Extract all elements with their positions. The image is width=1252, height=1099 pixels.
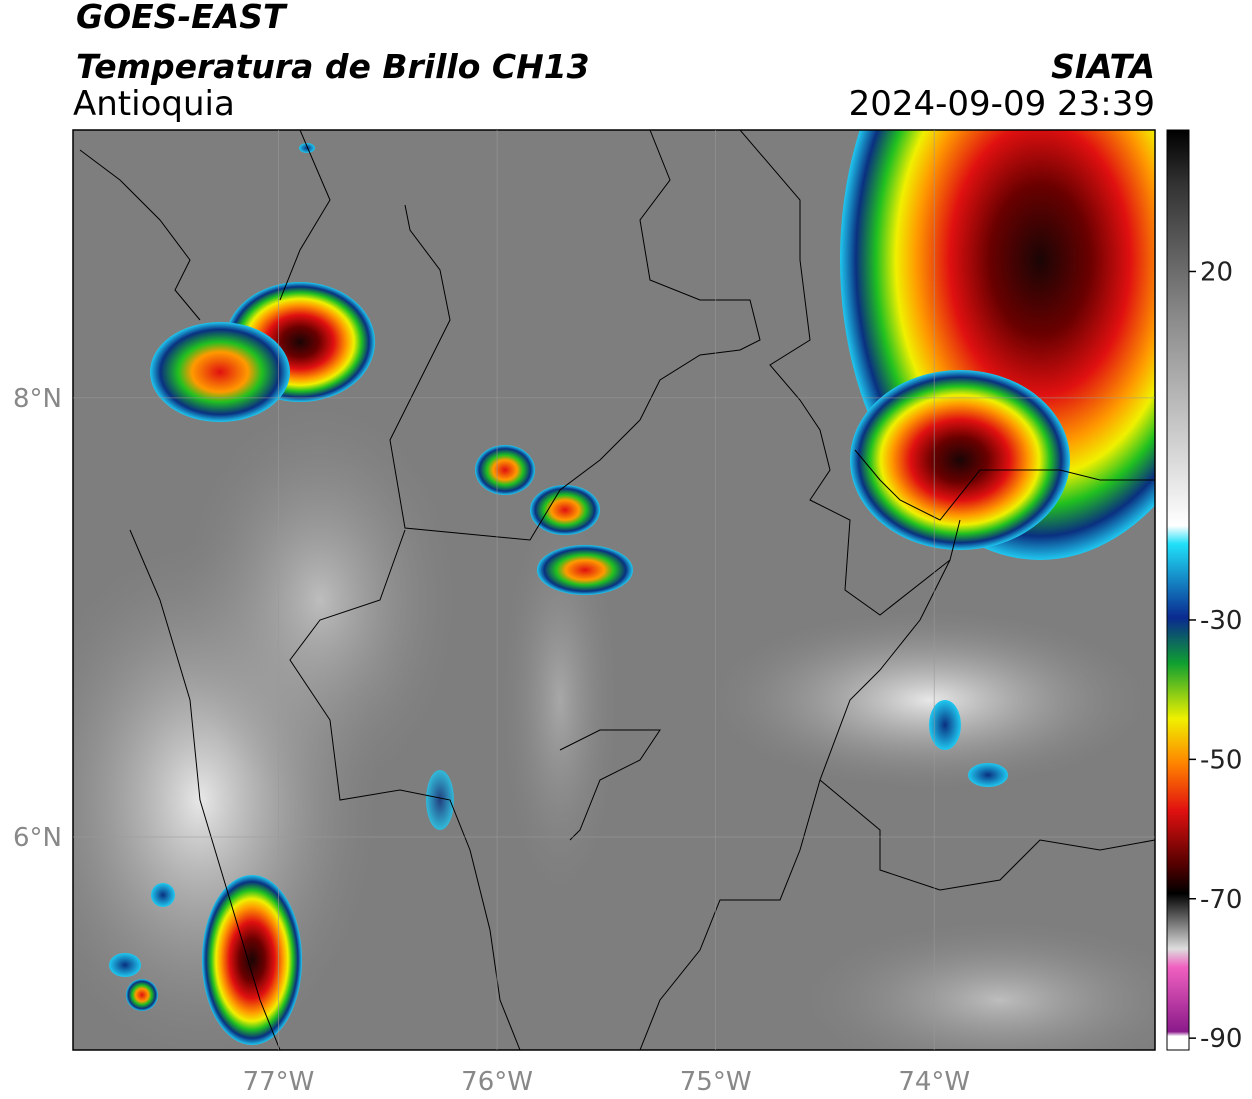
map-frame (72, 129, 1156, 1051)
lat-tick-label: 8°N (13, 384, 62, 414)
colorbar-tick-label: -70 (1200, 885, 1242, 915)
lon-tick-label: 74°W (898, 1067, 970, 1097)
source: SIATA (1051, 47, 1155, 86)
colorbar-tick-label: -90 (1200, 1024, 1242, 1054)
lon-tick-label: 75°W (680, 1067, 752, 1097)
timestamp: 2024-09-09 23:39 (849, 84, 1155, 124)
map-imagery (73, 130, 1155, 1050)
region: Antioquia (73, 84, 235, 124)
subtitle: Temperatura de Brillo CH13 (76, 47, 590, 86)
lat-tick-label: 6°N (13, 823, 62, 853)
colorbar (1166, 129, 1190, 1051)
colorbar-tick-label: -50 (1200, 745, 1242, 775)
lon-tick-label: 76°W (461, 1067, 533, 1097)
title: GOES-EAST (76, 0, 288, 36)
lon-tick-label: 77°W (243, 1067, 315, 1097)
colorbar-tick-label: 20 (1200, 257, 1233, 287)
colorbar-tick-label: -30 (1200, 606, 1242, 636)
